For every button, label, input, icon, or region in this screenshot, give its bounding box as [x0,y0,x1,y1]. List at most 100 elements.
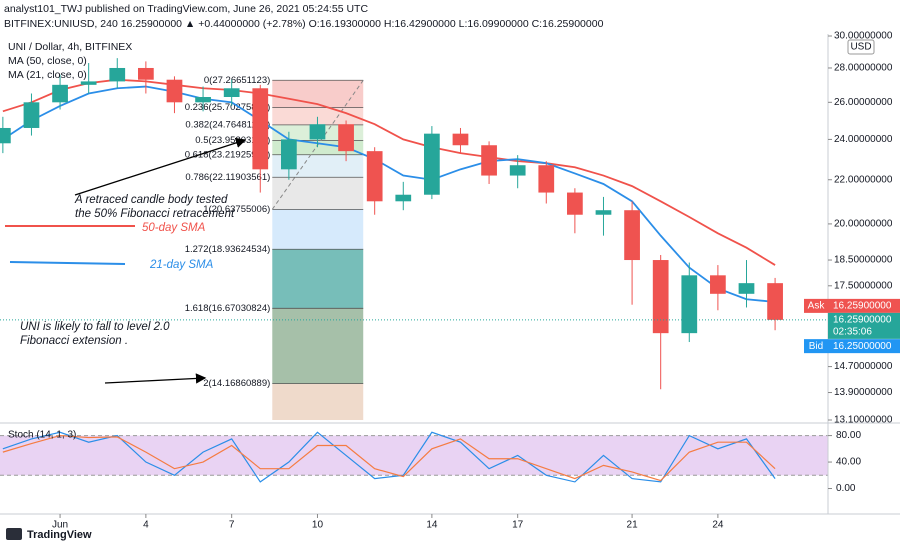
candle-body [681,275,698,334]
x-tick-label: 21 [627,520,639,531]
annotation: A retraced candle body tested [74,194,228,206]
fib-zone [272,80,364,108]
y-tick-label: 13.90000000 [834,387,893,398]
y-tick-label: 26.00000000 [834,97,893,108]
y-tick-label: 14.70000000 [834,361,893,372]
y-tick-label: 30.00000000 [834,31,893,42]
y-tick-label: 0.00 [836,483,856,494]
y-tick-label: 40.00 [836,457,861,468]
fib-label: 2(14.16860889) [203,378,270,389]
fib-label: 0.618(23.21925914) [185,149,271,160]
legend-entry: MA (50, close, 0) [8,55,87,67]
x-tick-label: 24 [712,520,724,531]
fib-zone [272,308,364,384]
candle-body [710,275,726,294]
candle-body [452,133,469,146]
fib-label: 0.236(25.70275875) [185,102,271,113]
candle-body [195,97,211,103]
chart-title: UNI / Dollar, 4h, BITFINEX [8,41,132,53]
footer: TradingView [27,529,92,541]
annotation: 50-day SMA [142,222,206,234]
bid-price: 16.25000000 [833,341,892,352]
legend-swatch [9,261,126,265]
arrow [74,137,247,196]
x-tick-label: 14 [426,520,438,531]
currency-badge[interactable] [847,39,875,55]
y-tick-label: 20.00000000 [834,219,893,230]
y-tick-label: 22.00000000 [834,174,893,185]
ask-price-tag [828,298,900,313]
ask-price: 16.25900000 [833,301,892,312]
fib-zone [272,383,364,420]
y-tick-label: 13.10000000 [834,415,893,426]
countdown: 02:35:06 [833,327,872,338]
candle-body [80,81,97,85]
ma-line [2,78,776,266]
bid-price-tag [828,339,900,354]
candle-body [281,139,297,170]
candle-body [538,165,555,193]
fib-label: 0.5(23.95203144) [195,135,270,146]
candle-body [0,127,11,144]
candle-body [481,145,497,176]
fib-label: 0.382(24.76481188) [185,119,270,130]
candle-body [595,210,612,215]
candle-body [624,210,640,261]
candle-body [509,165,526,176]
stoch-line [2,431,776,483]
candle-body [366,151,383,202]
annotation: Fibonacci extension . [20,335,128,347]
candle-body [309,124,326,140]
y-tick-label: 80.00 [836,430,861,441]
candle-body [166,79,183,103]
x-tick-label: 4 [143,520,149,531]
candle-body [395,194,412,202]
annotation: the 50% Fibonacci retracement [75,208,235,220]
candle-body [23,102,40,128]
publisher: analyst101_TWJ published on TradingView.… [4,3,368,15]
x-tick-label: 10 [312,520,324,531]
y-tick-label: 24.00000000 [834,134,893,145]
fib-label: 1.618(16.67030824) [185,303,271,314]
ask-tag [804,298,828,313]
y-tick-label: 18.50000000 [834,255,893,266]
fib-label: 0(27.26651123) [204,75,270,86]
candle-body [52,84,68,103]
annotation: 21-day SMA [149,259,214,271]
last-price-tag [828,312,900,339]
fib-label: 1.272(18.93624534) [185,244,271,255]
x-tick-label: 7 [229,520,235,531]
last-price: 16.25900000 [833,315,892,326]
header-bg [0,0,900,34]
candle-body [567,192,583,215]
y-tick-label: 17.50000000 [834,280,893,291]
currency: USD [850,42,871,53]
fib-label: 1(20.63755006) [203,204,270,215]
bid-tag [804,339,828,354]
candle-body [252,88,269,170]
stoch-title: Stoch (14, 1, 3) [8,430,76,441]
symbol-line: BITFINEX:UNIUSD, 240 16.25900000 ▲ +0.44… [4,18,604,30]
bid-name: Bid [809,341,823,352]
candle-body [338,124,354,152]
annotation: UNI is likely to fall to level 2.0 [20,321,170,333]
y-tick-label: 28.00000000 [834,63,893,74]
stoch-line [2,434,776,482]
candle-body [424,133,440,195]
candle-body [109,67,126,82]
candle-body [223,88,240,98]
ma-line [2,85,776,303]
fib-zone [272,209,364,250]
candle-body [652,260,669,334]
candle-body [738,283,755,294]
ask-name: Ask [808,301,826,312]
arrow [104,373,207,384]
x-tick-label: Jun [52,520,68,531]
fib-zone [272,177,364,210]
candle-body [767,283,783,320]
logo [6,528,22,540]
fib-label: 0.786(22.11903561) [185,172,270,183]
fib-zone [272,249,364,309]
legend-entry: MA (21, close, 0) [8,69,87,81]
